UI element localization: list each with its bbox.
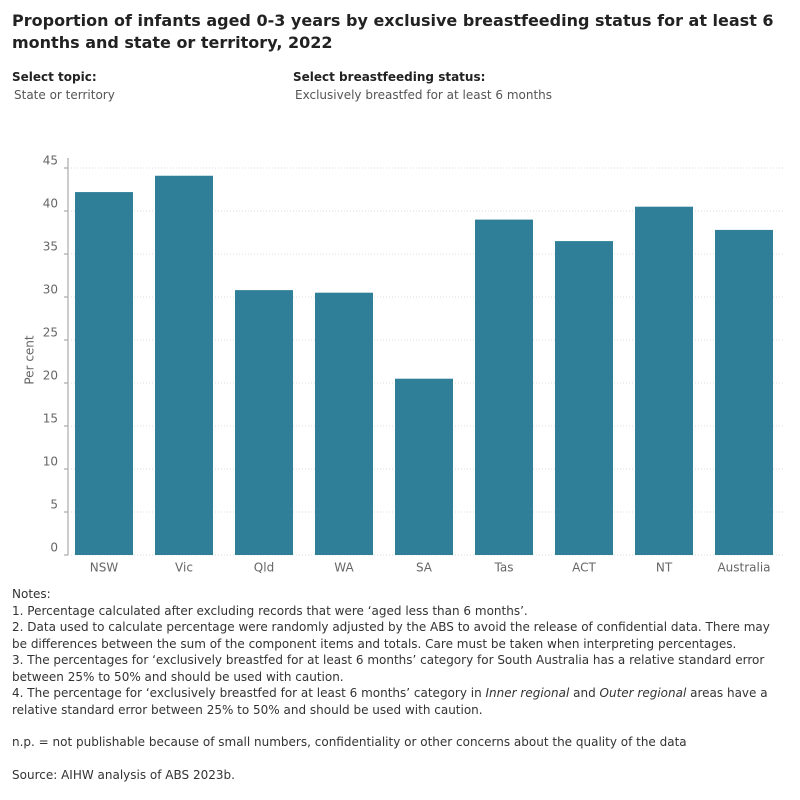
x-tick-label: Australia — [717, 561, 770, 575]
filter-label: Select breastfeeding status: — [293, 70, 486, 84]
note-text: 3. The percentages for ‘exclusively brea… — [12, 653, 765, 684]
note-text: 4. The percentage for ‘exclusively breas… — [12, 686, 486, 700]
x-tick-label: Qld — [254, 561, 274, 575]
y-tick-label: 5 — [50, 498, 58, 512]
filter-value[interactable]: Exclusively breastfed for at least 6 mon… — [295, 88, 553, 102]
y-tick-label: 40 — [43, 197, 58, 211]
y-tick-label: 30 — [43, 283, 58, 297]
y-tick-label: 25 — [43, 326, 58, 340]
note: 2. Data used to calculate percentage wer… — [12, 619, 782, 652]
y-tick-label: 0 — [50, 541, 58, 555]
x-tick-label: Vic — [175, 561, 193, 575]
x-tick-label: WA — [334, 561, 354, 575]
x-tick-label: ACT — [572, 561, 596, 575]
y-tick-label: 15 — [43, 412, 58, 426]
filter-value[interactable]: State or territory — [14, 88, 115, 102]
note-text: 2. Data used to calculate percentage wer… — [12, 620, 770, 651]
chart: Per cent 0 5 10 15 20 25 30 35 40 45 NSW Vic Qld WA SA… — [23, 154, 784, 575]
x-tick-label: NT — [656, 561, 673, 575]
y-axis-label: Per cent — [23, 335, 37, 385]
bar — [715, 229, 773, 556]
notes: Notes: 1. Percentage calculated after ex… — [12, 586, 782, 783]
chart-title: Proportion of infants aged 0-3 years by … — [12, 11, 774, 52]
x-tick-label: NSW — [90, 561, 119, 575]
note-text: areas have a relative standard error bet… — [12, 686, 768, 717]
source: Source: AIHW analysis of ABS 2023b. — [12, 767, 235, 782]
note-text: and — [569, 686, 600, 700]
bar — [235, 290, 293, 555]
note-text: 1. Percentage calculated after excluding… — [12, 603, 528, 618]
note: 4. The percentage for ‘exclusively breas… — [12, 685, 782, 718]
x-tick-label: SA — [416, 561, 433, 575]
bar — [475, 219, 533, 555]
bar — [395, 378, 453, 555]
y-tick-label: 10 — [43, 455, 58, 469]
notes-heading: Notes: — [12, 587, 51, 601]
note-list: 1. Percentage calculated after excluding… — [12, 603, 782, 719]
y-tick-label: 20 — [43, 369, 58, 383]
y-tick-label: 35 — [43, 240, 58, 254]
x-tick-label: Tas — [494, 561, 514, 575]
bar — [555, 241, 613, 555]
note-text: Inner regional — [485, 686, 570, 700]
filter-label: Select topic: — [12, 70, 97, 84]
note: 1. Percentage calculated after excluding… — [12, 603, 782, 620]
note-text: Outer regional — [599, 686, 687, 700]
np-note: n.p. = not publishable because of small … — [12, 735, 687, 749]
bar — [315, 292, 373, 555]
note: 3. The percentages for ‘exclusively brea… — [12, 652, 782, 685]
y-tick-label: 45 — [43, 154, 58, 168]
bar — [635, 206, 693, 555]
bar — [155, 175, 213, 556]
bar — [75, 192, 133, 555]
